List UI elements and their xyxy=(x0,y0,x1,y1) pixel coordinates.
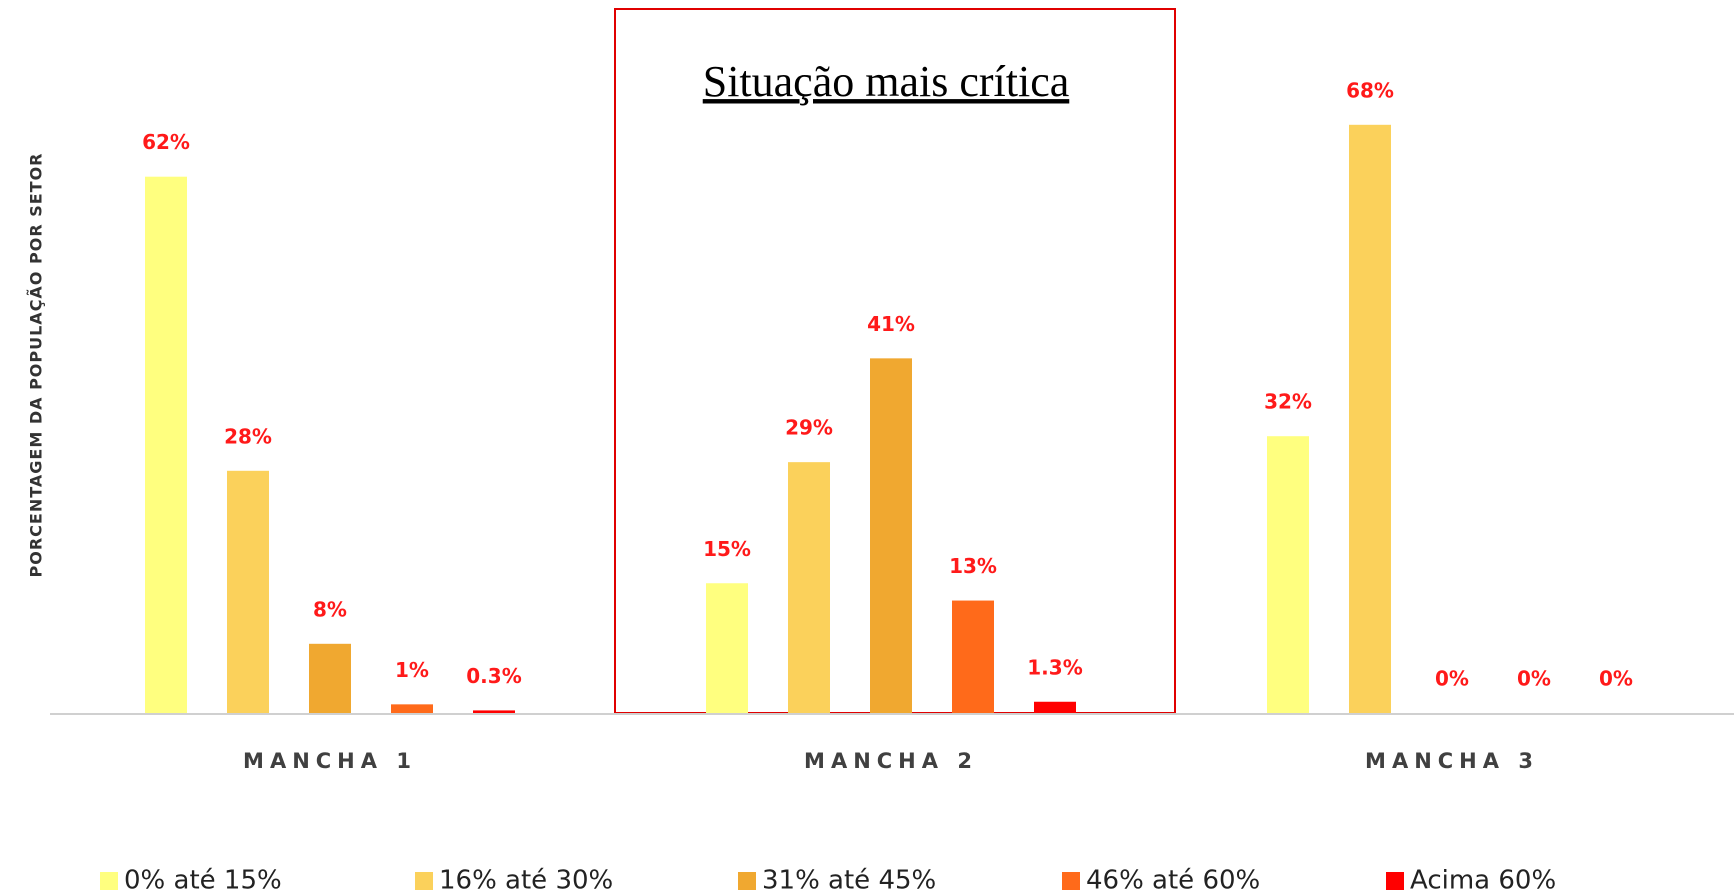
bar xyxy=(1267,436,1309,713)
value-label: 62% xyxy=(142,130,190,154)
value-label: 32% xyxy=(1264,390,1312,414)
value-label: 8% xyxy=(313,597,347,621)
x-tick-label: MANCHA 3 xyxy=(1365,749,1539,773)
legend-swatch xyxy=(1062,872,1080,890)
value-label: 0.3% xyxy=(466,664,521,688)
annotation: Situação mais crítica xyxy=(703,57,1070,106)
value-label: 41% xyxy=(867,312,915,336)
value-label: 0% xyxy=(1599,667,1633,691)
bar xyxy=(788,462,830,713)
bar xyxy=(145,176,187,713)
value-label: 15% xyxy=(703,537,751,561)
legend-label: 16% até 30% xyxy=(439,866,613,896)
bar xyxy=(1034,701,1076,713)
value-label: 0% xyxy=(1517,667,1551,691)
bar xyxy=(870,358,912,713)
value-label: 1% xyxy=(395,658,429,682)
legend-label: 31% até 45% xyxy=(762,866,936,896)
value-label: 29% xyxy=(785,416,833,440)
legend-swatch xyxy=(738,872,756,890)
bar xyxy=(309,643,351,713)
legend-swatch xyxy=(100,872,118,890)
value-label: 13% xyxy=(949,554,997,578)
bar xyxy=(473,710,515,713)
bar xyxy=(706,583,748,713)
bar xyxy=(952,600,994,713)
x-tick-label: MANCHA 2 xyxy=(804,749,978,773)
legend-swatch xyxy=(1386,872,1404,890)
value-label: 28% xyxy=(224,424,272,448)
value-label: 0% xyxy=(1435,667,1469,691)
value-label: 68% xyxy=(1346,78,1394,102)
legend-label: 0% até 15% xyxy=(124,866,282,896)
x-tick-label: MANCHA 1 xyxy=(243,749,417,773)
y-axis-label: PORCENTAGEM DA POPULAÇÃO POR SETOR xyxy=(27,153,46,578)
bar xyxy=(227,470,269,713)
legend-swatch xyxy=(415,872,433,890)
legend-label: 46% até 60% xyxy=(1086,866,1260,896)
legend-label: Acima 60% xyxy=(1410,866,1556,896)
bar xyxy=(391,704,433,713)
value-label: 1.3% xyxy=(1027,655,1082,679)
bar xyxy=(1349,124,1391,714)
